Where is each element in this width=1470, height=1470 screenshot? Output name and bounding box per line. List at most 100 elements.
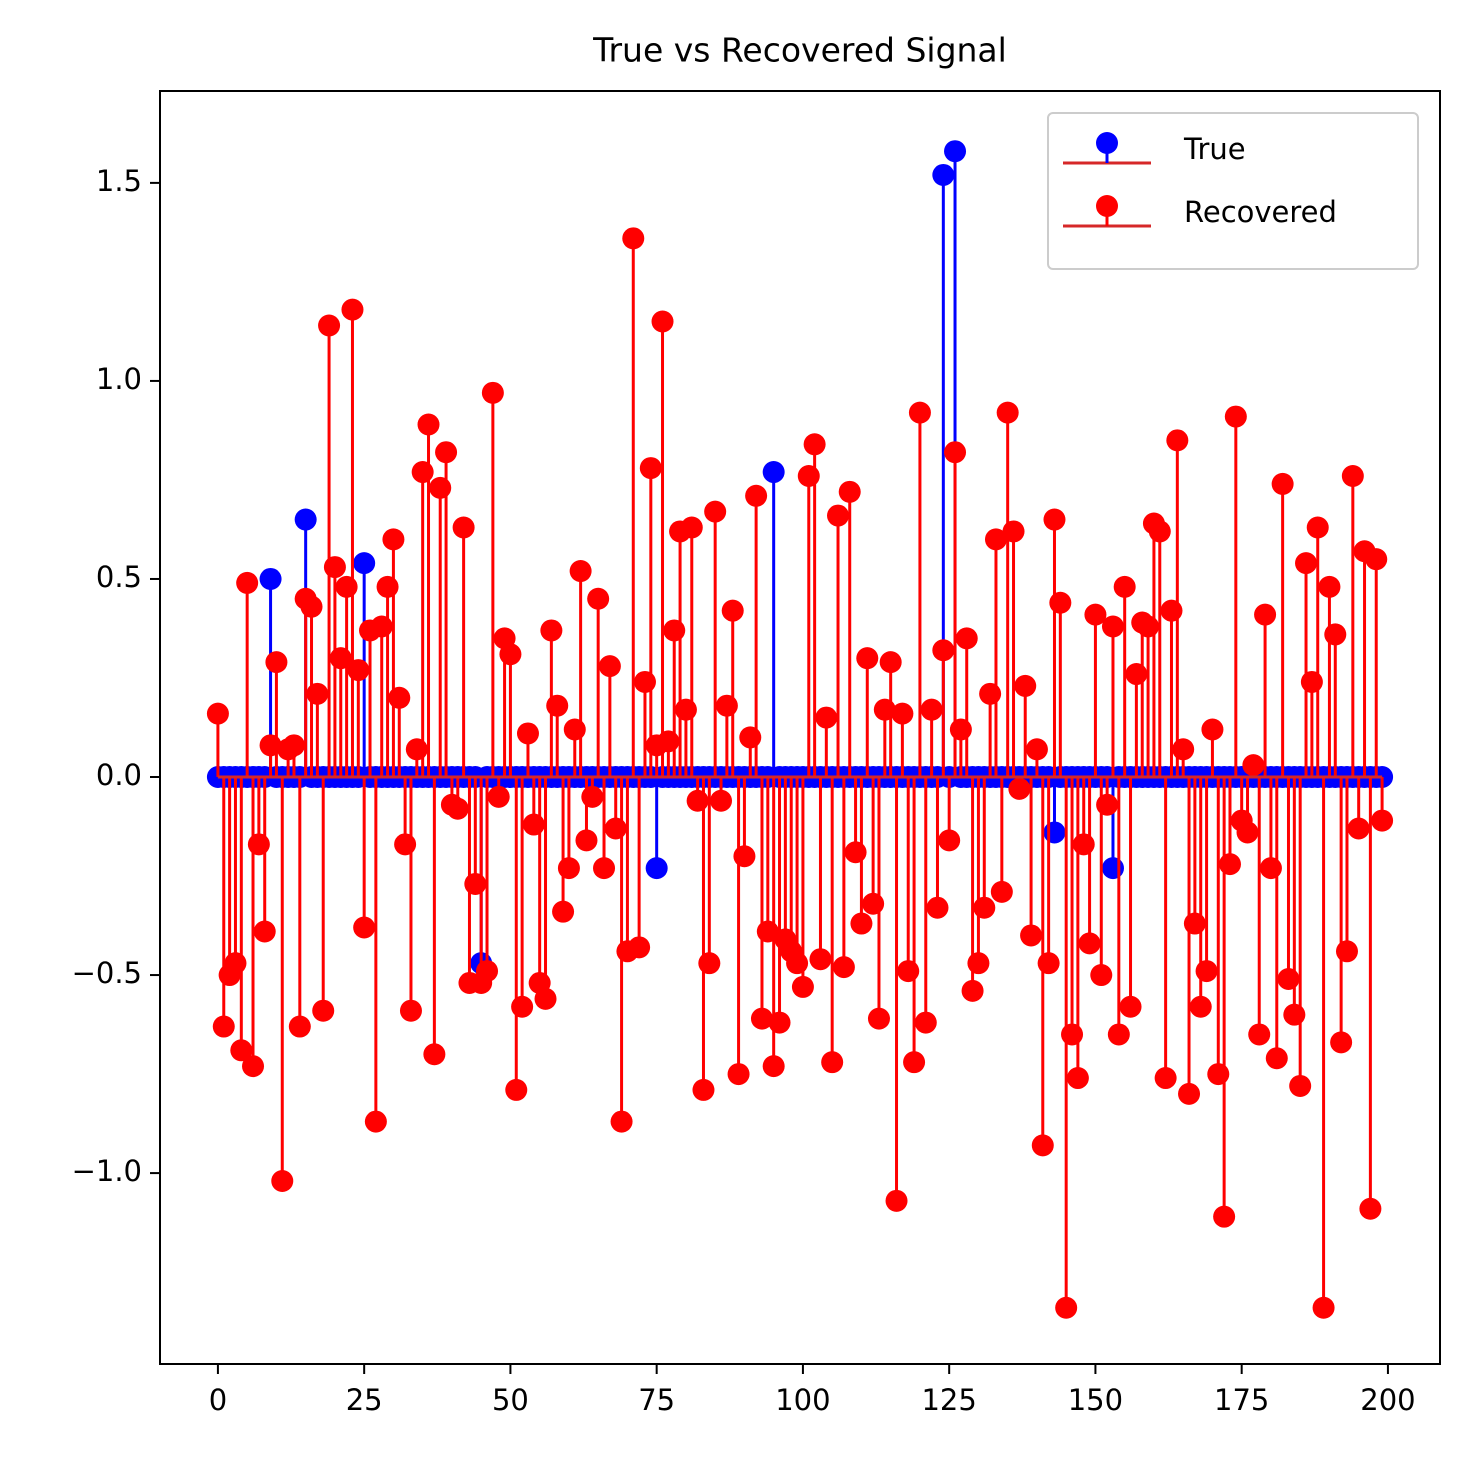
stem-marker [651, 310, 674, 333]
x-tick-label: 0 [209, 1383, 227, 1417]
stem-marker [505, 1078, 528, 1101]
stem-marker [1031, 1134, 1054, 1157]
stem-marker [797, 464, 820, 487]
stem-marker [1189, 995, 1212, 1018]
stem-marker [417, 413, 440, 436]
stem-marker [1213, 1205, 1236, 1228]
stem-marker [897, 960, 920, 983]
stem-marker [446, 797, 469, 820]
stem-marker [1271, 472, 1294, 495]
stem-marker [768, 1011, 791, 1034]
stem-marker [1107, 1023, 1130, 1046]
stem-marker [791, 975, 814, 998]
stem-marker [698, 952, 721, 975]
stem-marker [224, 952, 247, 975]
stem-marker [1254, 603, 1277, 626]
stem-marker [903, 1051, 926, 1074]
stem-marker [242, 1055, 265, 1078]
stem-marker [663, 619, 686, 642]
stem-marker [745, 484, 768, 507]
stem-marker [353, 552, 376, 575]
stem-marker [581, 785, 604, 808]
stem-marker [364, 1110, 387, 1133]
stem-marker [1137, 615, 1160, 638]
stem-marker [1359, 1197, 1382, 1220]
stem-marker [879, 651, 902, 674]
stem-marker [1277, 968, 1300, 991]
stem-marker [1154, 1067, 1177, 1090]
stem-marker [739, 726, 762, 749]
stem-marker [598, 655, 621, 678]
stem-marker [1078, 932, 1101, 955]
y-tick-label: −0.5 [72, 956, 142, 990]
stem-marker [967, 952, 990, 975]
stem-marker [1020, 924, 1043, 947]
stem-marker [803, 433, 826, 456]
x-tick-label: 200 [1360, 1383, 1415, 1417]
stem-marker [435, 441, 458, 464]
y-tick-label: −1.0 [72, 1154, 142, 1188]
stem-marker [1172, 738, 1195, 761]
stem-marker [481, 381, 504, 404]
stem-marker [990, 880, 1013, 903]
stem-marker [1248, 1023, 1271, 1046]
stem-marker [1160, 599, 1183, 622]
stem-marker [1242, 754, 1265, 777]
stem-marker [271, 1170, 294, 1193]
stem-marker [329, 647, 352, 670]
stem-marker [914, 1011, 937, 1034]
legend-marker [1096, 195, 1118, 217]
stem-marker [961, 979, 984, 1002]
stem-marker [832, 956, 855, 979]
x-tick-label: 25 [346, 1383, 383, 1417]
stem-marker [633, 670, 656, 693]
stem-marker [809, 948, 832, 971]
stem-marker [786, 952, 809, 975]
stem-marker [522, 813, 545, 836]
stem-marker [996, 401, 1019, 424]
stem-marker [1061, 1023, 1084, 1046]
stem-marker [1201, 718, 1224, 741]
stem-marker [1330, 1031, 1353, 1054]
x-tick-label: 100 [775, 1383, 830, 1417]
legend-marker [1096, 132, 1118, 154]
stem-marker [750, 1007, 773, 1030]
y-tick-label: 0.0 [96, 758, 142, 792]
stem-marker [353, 916, 376, 939]
legend-label: True [1183, 132, 1246, 166]
stem-marker [944, 441, 967, 464]
stem-marker [1002, 520, 1025, 543]
stem-marker [569, 560, 592, 583]
stem-marker [499, 643, 522, 666]
stem-marker [867, 1007, 890, 1030]
stem-marker [1324, 623, 1347, 646]
legend-box [1047, 112, 1419, 270]
stem-marker [1347, 817, 1370, 840]
stem-marker [1043, 508, 1066, 531]
stem-marker [850, 912, 873, 935]
stem-marker [984, 528, 1007, 551]
stem-marker [265, 651, 288, 674]
stem-marker [733, 845, 756, 868]
stem-marker [423, 1043, 446, 1066]
stem-marker [680, 516, 703, 539]
stem-marker [727, 1063, 750, 1086]
stem-marker [949, 718, 972, 741]
stem-marker [212, 1015, 235, 1038]
stem-marker [628, 936, 651, 959]
stem-marker [639, 457, 662, 480]
stem-marker [312, 999, 335, 1022]
x-tick-label: 75 [638, 1383, 675, 1417]
stem-marker [815, 706, 838, 729]
stem-marker [1113, 575, 1136, 598]
stem-marker [821, 1051, 844, 1074]
stem-marker [1207, 1063, 1230, 1086]
stem-marker [464, 872, 487, 895]
x-tick-label: 175 [1214, 1383, 1269, 1417]
stem-marker [557, 857, 580, 880]
y-tick-label: 1.5 [96, 164, 142, 198]
stem-marker [721, 599, 744, 622]
stem-marker [692, 1078, 715, 1101]
stem-marker [259, 734, 282, 757]
stem-marker [844, 841, 867, 864]
